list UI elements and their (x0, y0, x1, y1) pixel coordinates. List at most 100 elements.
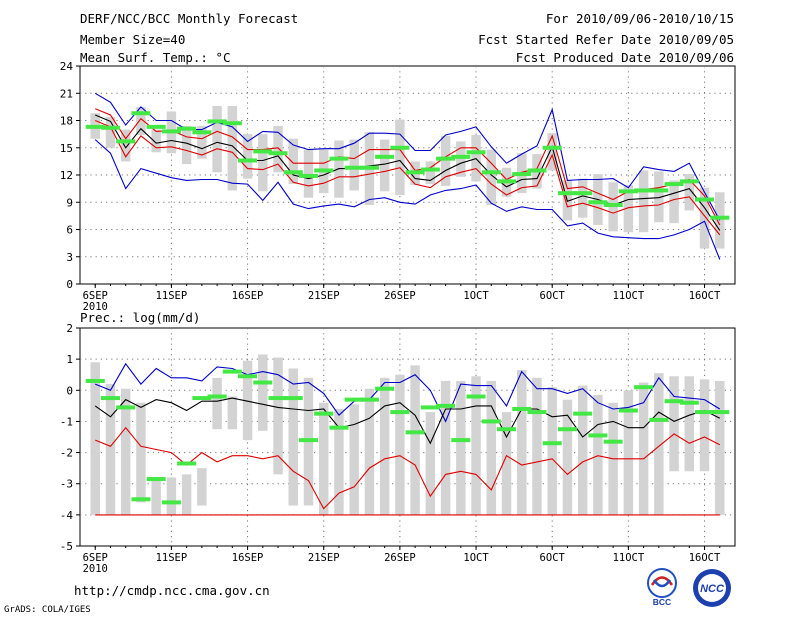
prec-xtick-label: 11OCT (613, 552, 645, 564)
prec-box (212, 377, 222, 430)
temp-observed-marker (359, 165, 379, 170)
temp-box (440, 135, 451, 186)
temp-ytick-label: 6 (66, 224, 73, 237)
temp-observed-marker (573, 191, 593, 196)
temp-box (456, 141, 466, 177)
prec-year-label: 2010 (83, 563, 108, 575)
prec-observed-marker (344, 397, 364, 402)
temp-observed-marker (100, 125, 120, 130)
prec-observed-marker (390, 410, 410, 415)
prec-observed-marker (664, 399, 684, 404)
temp-ytick-label: 18 (60, 115, 73, 128)
grads-credit: GrADS: COLA/IGES (4, 605, 91, 615)
prec-observed-marker (268, 396, 288, 401)
ncc-logo-text: NCC (700, 583, 725, 595)
prec-box (684, 376, 695, 472)
temp-observed-marker (496, 179, 517, 184)
prec-box (440, 380, 451, 515)
prec-observed-marker (192, 396, 212, 401)
prec-box (638, 382, 649, 515)
temp-box (273, 125, 283, 173)
prec-observed-marker (588, 433, 608, 438)
temp-observed-marker (131, 111, 151, 116)
source-url[interactable]: http://cmdp.ncc.cma.gov.cn (74, 583, 270, 598)
prec-observed-marker (557, 427, 577, 432)
prec-frame (79, 327, 736, 547)
temp-box (684, 174, 695, 211)
temp-observed-marker (512, 172, 532, 177)
temp-observed-marker (603, 202, 623, 207)
temp-ytick-label: 9 (66, 196, 73, 209)
prec-box (227, 396, 238, 430)
temp-xtick-label: 16OCT (689, 290, 721, 302)
temp-observed-marker (253, 149, 273, 154)
temp-year-label: 2010 (83, 301, 108, 313)
temp-max-line (94, 92, 721, 221)
temp-box (425, 161, 436, 185)
prec-observed-marker (451, 438, 471, 443)
prec-ytick-label: -1 (60, 415, 73, 428)
prec-ytick-label: -4 (60, 509, 74, 522)
prec-box (258, 354, 268, 431)
temp-observed-marker (222, 121, 242, 126)
prec-ytick-label: -2 (60, 447, 73, 460)
temp-xtick-label: 26SEP (384, 290, 416, 302)
prec-lower-line (94, 426, 721, 510)
prec-ytick-label: 0 (66, 384, 73, 397)
temp-box (197, 125, 207, 159)
prec-observed-marker (436, 403, 456, 408)
prec-observed-marker (649, 417, 669, 422)
temp-box (212, 105, 222, 173)
temp-observed-marker (161, 129, 181, 134)
prec-observed-marker (177, 461, 197, 466)
bcc-logo-text: BCC (653, 597, 671, 607)
temp-box (136, 106, 146, 136)
prec-observed-marker (146, 477, 166, 482)
prec-observed-marker (481, 419, 501, 424)
temp-xtick-label: 16SEP (232, 290, 264, 302)
prec-observed-marker (283, 396, 303, 401)
temp-observed-marker (298, 173, 319, 178)
prec-observed-marker (573, 411, 593, 416)
prec-ytick-label: 2 (66, 322, 73, 335)
temp-observed-marker (283, 170, 303, 175)
temp-observed-marker (390, 145, 410, 150)
temp-box (242, 134, 253, 179)
temp-box (547, 133, 557, 171)
prec-box (532, 377, 542, 515)
temp-observed-marker (116, 139, 136, 144)
temp-min-line (94, 139, 721, 260)
temp-observed-marker (664, 182, 684, 187)
prec-box (120, 388, 131, 515)
prec-box (425, 412, 436, 515)
temp-observed-marker (405, 170, 425, 175)
temp-observed-marker (436, 156, 456, 161)
prec-observed-marker (527, 410, 547, 415)
temp-observed-marker (542, 145, 562, 150)
prec-xtick-label: 1OCT (463, 552, 489, 564)
temp-observed-marker (207, 119, 227, 124)
prec-box (166, 477, 177, 515)
prec-box (90, 362, 100, 515)
bcc-logo-swirl-2 (652, 579, 672, 588)
prec-box (197, 468, 207, 506)
prec-box (486, 380, 497, 515)
temp-observed-marker (557, 191, 577, 196)
temp-box (288, 138, 298, 185)
prec-box (151, 477, 161, 515)
temp-ytick-label: 12 (60, 169, 73, 182)
prec-box (669, 376, 679, 472)
prec-observed-marker (161, 500, 181, 505)
prec-observed-marker (420, 405, 440, 410)
prec-observed-marker (618, 408, 638, 413)
temp-box (623, 184, 634, 233)
prec-box (593, 394, 603, 515)
temp-ytick-label: 24 (60, 60, 74, 73)
prec-box (395, 374, 405, 515)
temp-box (303, 149, 314, 198)
prec-observed-marker (116, 405, 136, 410)
prec-observed-marker (238, 374, 258, 379)
temp-box (151, 129, 161, 153)
temp-box (638, 170, 649, 233)
temp-box (227, 105, 238, 191)
